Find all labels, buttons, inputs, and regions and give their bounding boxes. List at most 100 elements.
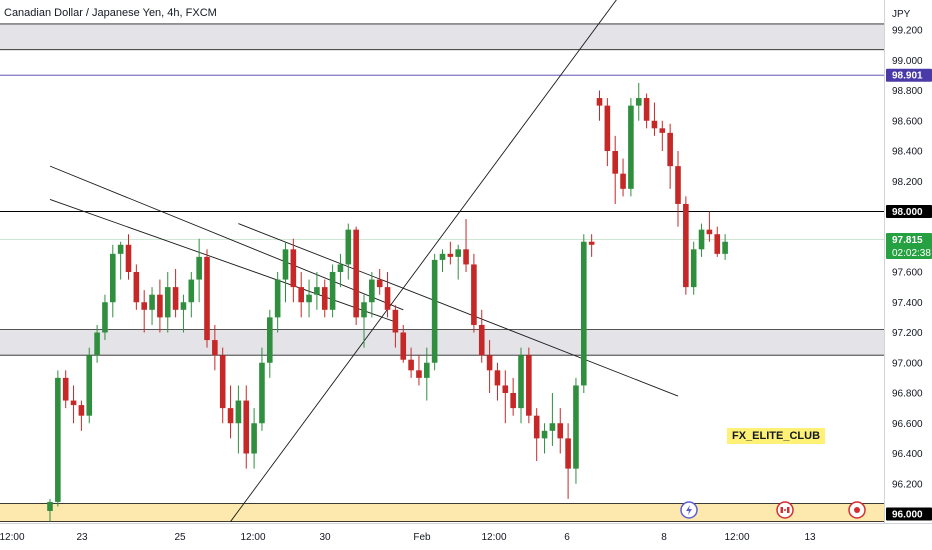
candle-body-80	[675, 166, 681, 204]
price-labels: 98.901 98.000 97.815 02:02:38 96.000	[886, 68, 932, 521]
y-tick-2: 98.800	[892, 86, 923, 97]
candle-body-53	[463, 249, 469, 265]
candle-body-72	[612, 151, 618, 174]
candle-body-48	[424, 362, 430, 378]
candle-body-16	[172, 287, 179, 310]
chart-title: Canadian Dollar / Japanese Yen, 4h, FXCM	[4, 7, 217, 19]
candle-body-66	[565, 438, 571, 469]
y-tick-3: 98.600	[892, 116, 923, 127]
price-label-box-2	[886, 232, 932, 259]
candle-body-14	[157, 294, 163, 318]
candle-body-78	[659, 128, 666, 133]
candle-body-1	[55, 377, 61, 502]
zone-0	[0, 23, 884, 50]
candle-body-77	[651, 120, 658, 129]
candle-body-67	[573, 385, 579, 469]
candle-body-25	[243, 400, 250, 454]
support-resistance-zones	[0, 23, 884, 522]
trendline-0	[49, 165, 404, 311]
price-label-1: 98.000	[892, 207, 923, 218]
candle-body-50	[439, 253, 446, 260]
candle-body-85	[714, 234, 721, 254]
x-tick-10: 13	[804, 532, 816, 543]
candle-body-27	[259, 362, 265, 424]
candle-body-34	[314, 287, 320, 295]
candle-body-3	[70, 400, 77, 406]
candle-body-68	[581, 241, 587, 386]
candle-body-38	[345, 229, 352, 265]
price-label-sub-2: 02:02:38	[892, 248, 931, 259]
candle-body-75	[635, 98, 642, 106]
y-tick-5: 98.200	[892, 177, 923, 188]
candle-body-84	[706, 229, 713, 235]
y-tick-12: 96.800	[892, 389, 923, 400]
candle-body-74	[628, 105, 634, 189]
candle-body-17	[180, 302, 187, 310]
x-tick-1: 23	[76, 532, 88, 543]
candle-body-60	[518, 355, 524, 409]
candle-body-58	[502, 385, 509, 393]
candle-body-9	[117, 244, 124, 254]
candle-body-47	[416, 370, 422, 378]
zone-1	[0, 329, 884, 356]
y-tick-15: 96.200	[892, 479, 923, 490]
candle-body-31	[290, 249, 297, 288]
x-tick-6: 12:00	[481, 532, 506, 543]
candle-body-79	[667, 132, 673, 167]
trendline-2	[230, 0, 617, 522]
candle-body-63	[541, 430, 548, 439]
price-axis[interactable]: 99.200 99.000 98.800 98.600 98.400 98.200 98.0…	[892, 26, 923, 521]
japan-flag-event-icon[interactable]	[848, 501, 866, 519]
candle-body-59	[510, 393, 516, 409]
candle-body-83	[698, 229, 705, 250]
candle-body-71	[604, 105, 611, 151]
price-label-3: 96.000	[892, 510, 923, 521]
time-axis[interactable]: 12:00 23 25 12:00 30 Feb 12:00 6 8 12:00 13	[0, 532, 816, 543]
price-label-2: 97.815	[892, 235, 923, 246]
candle-body-24	[235, 400, 242, 424]
candle-body-37	[337, 264, 344, 272]
y-tick-14: 96.400	[892, 449, 923, 460]
candle-body-44	[392, 309, 399, 333]
price-label-0: 98.901	[892, 71, 923, 82]
candle-body-10	[125, 244, 132, 272]
candle-body-23	[227, 408, 234, 424]
candle-body-19	[196, 256, 202, 280]
flash-event-icon[interactable]	[680, 501, 698, 519]
candle-body-5	[86, 355, 93, 416]
candle-body-39	[353, 229, 359, 318]
candlestick-series	[47, 82, 728, 522]
candle-body-30	[282, 249, 289, 280]
candle-body-2	[62, 377, 69, 401]
candle-body-36	[329, 272, 336, 310]
candle-body-12	[141, 302, 147, 310]
candle-body-6	[94, 332, 100, 356]
horizontal-levels	[0, 74, 884, 240]
candle-body-45	[400, 332, 407, 360]
zone-2	[0, 503, 884, 522]
y-tick-4: 98.400	[892, 147, 923, 158]
x-tick-9: 12:00	[724, 532, 749, 543]
candle-body-81	[683, 203, 689, 288]
trendlines	[49, 0, 679, 522]
candle-body-86	[722, 241, 728, 254]
candle-body-76	[643, 98, 650, 121]
trendline-1	[49, 198, 396, 323]
x-tick-5: Feb	[413, 532, 431, 543]
candle-body-69	[588, 241, 595, 245]
candle-body-18	[188, 279, 195, 303]
candle-body-55	[478, 324, 485, 356]
candle-body-61	[526, 355, 532, 416]
candle-body-42	[376, 279, 383, 288]
x-tick-7: 6	[564, 532, 570, 543]
canada-flag-event-icon[interactable]	[776, 501, 794, 519]
x-tick-2: 25	[174, 532, 186, 543]
candle-body-0	[47, 501, 53, 511]
candle-body-73	[620, 173, 626, 189]
candle-body-15	[164, 287, 171, 318]
candle-body-26	[251, 423, 257, 454]
candle-body-22	[219, 355, 226, 409]
candle-body-70	[596, 98, 603, 106]
candle-body-40	[361, 302, 367, 318]
